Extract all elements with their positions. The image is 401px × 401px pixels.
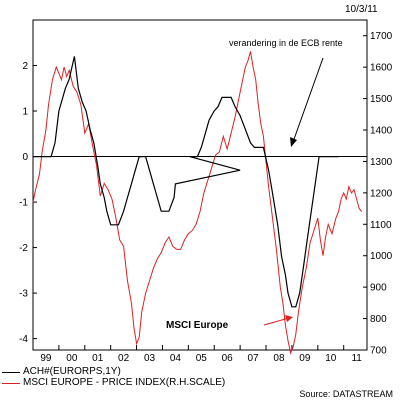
x-tick-label: 05	[196, 353, 208, 364]
x-tick-label: 10	[325, 353, 337, 364]
annotation-msci-arrowhead	[285, 315, 293, 322]
x-tick-label: 08	[273, 353, 285, 364]
x-tick-label: 11	[351, 353, 362, 364]
left-tick-label: -2	[19, 243, 28, 254]
left-tick-label: 1	[22, 107, 28, 118]
right-tick-label: 1400	[370, 126, 393, 137]
legend-item-msci: MSCI EUROPE - PRICE INDEX(R.H.SCALE)	[2, 377, 225, 389]
right-tick-label: 700	[370, 346, 387, 357]
plot-area	[32, 19, 368, 351]
x-tick-label: 04	[170, 353, 182, 364]
x-tick-label: 02	[118, 353, 130, 364]
x-tick-label: 99	[40, 353, 52, 364]
x-axis: 99 00 01 02 03 04 05 06 07 08 09 10 11	[32, 345, 362, 364]
series-ach-line	[33, 56, 339, 308]
right-tick-label: 1100	[370, 220, 392, 231]
right-axis: 1700 1600 1500 1400 1300 1200 1100 1000 900 800 70…	[363, 31, 393, 357]
right-tick-label: 1500	[370, 94, 393, 105]
source-note: Source: DATASTREAM	[299, 389, 393, 399]
x-tick-label: 03	[144, 353, 156, 364]
annotation-ecb-arrow	[292, 57, 324, 143]
annotation-msci-arrow	[263, 317, 290, 326]
right-tick-label: 1200	[370, 188, 393, 199]
x-tick-label: 01	[92, 353, 104, 364]
right-tick-label: 1300	[370, 157, 393, 168]
left-axis: 2 1 0 -1 -2 -3 -4	[19, 61, 37, 345]
annotation-msci: MSCI Europe	[166, 320, 229, 331]
annotation-ecb: verandering in de ECB rente	[229, 38, 343, 48]
series-msci-line	[32, 51, 363, 355]
left-tick-label: -3	[19, 289, 28, 300]
date-label: 10/3/11	[345, 4, 378, 15]
legend-swatch-msci	[2, 382, 20, 384]
x-tick-label: 09	[299, 353, 311, 364]
legend-label-msci: MSCI EUROPE - PRICE INDEX(R.H.SCALE)	[23, 377, 226, 388]
left-tick-label: -4	[19, 334, 28, 345]
right-tick-label: 1600	[370, 63, 393, 74]
x-tick-label: 07	[248, 353, 260, 364]
right-tick-label: 1700	[370, 31, 393, 42]
annotation-ecb-arrowhead	[290, 137, 297, 147]
left-tick-label: 0	[22, 152, 28, 163]
x-tick-label: 06	[222, 353, 234, 364]
right-tick-label: 1000	[370, 251, 393, 262]
legend-item-ach: ACH#(EURORPS,1Y)	[2, 366, 121, 378]
right-tick-label: 800	[370, 314, 387, 325]
legend-label-ach: ACH#(EURORPS,1Y)	[23, 366, 121, 377]
left-tick-label: -1	[19, 198, 28, 209]
right-tick-label: 900	[370, 283, 387, 294]
left-tick-label: 2	[22, 61, 28, 72]
x-tick-label: 00	[66, 353, 78, 364]
legend-swatch-ach	[2, 371, 20, 373]
